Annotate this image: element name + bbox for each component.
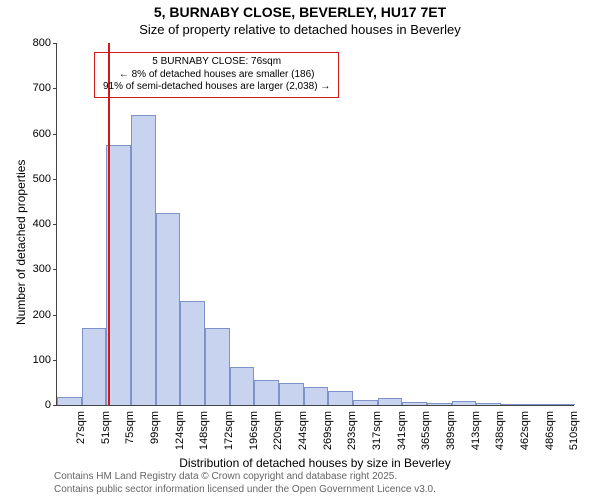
histogram-bar xyxy=(279,383,304,405)
chart-title: 5, BURNABY CLOSE, BEVERLEY, HU17 7ET xyxy=(0,4,600,20)
x-tick: 148sqm xyxy=(198,405,210,450)
x-tick: 27sqm xyxy=(75,405,87,444)
histogram-bar xyxy=(230,367,255,405)
x-tick: 244sqm xyxy=(297,405,309,450)
plot-area: 010020030040050060070080027sqm51sqm75sqm… xyxy=(56,44,574,406)
x-tick: 293sqm xyxy=(346,405,358,450)
x-tick: 220sqm xyxy=(272,405,284,450)
x-tick: 341sqm xyxy=(396,405,408,450)
y-tick: 0 xyxy=(45,399,57,411)
histogram-bar xyxy=(131,115,156,405)
x-tick: 317sqm xyxy=(371,405,383,450)
histogram-bar xyxy=(180,301,205,405)
x-tick: 389sqm xyxy=(445,405,457,450)
chart-container: 5, BURNABY CLOSE, BEVERLEY, HU17 7ET Siz… xyxy=(0,0,600,500)
y-tick: 600 xyxy=(33,128,57,140)
y-tick: 800 xyxy=(33,37,57,49)
y-tick: 100 xyxy=(33,354,57,366)
x-tick: 438sqm xyxy=(494,405,506,450)
x-tick: 413sqm xyxy=(470,405,482,450)
x-tick: 269sqm xyxy=(322,405,334,450)
x-tick: 172sqm xyxy=(223,405,235,450)
annotation-line: 5 BURNABY CLOSE: 76sqm xyxy=(103,56,330,69)
histogram-bar xyxy=(378,398,403,405)
footer-attribution: Contains HM Land Registry data © Crown c… xyxy=(54,470,436,496)
y-tick: 500 xyxy=(33,173,57,185)
histogram-bar xyxy=(254,380,279,405)
x-tick: 99sqm xyxy=(149,405,161,444)
y-axis-label: Number of detached properties xyxy=(14,160,28,325)
footer-line-2: Contains public sector information licen… xyxy=(54,483,436,496)
y-tick: 400 xyxy=(33,218,57,230)
x-tick: 124sqm xyxy=(174,405,186,450)
x-tick: 462sqm xyxy=(519,405,531,450)
histogram-bar xyxy=(106,145,131,405)
x-axis-label: Distribution of detached houses by size … xyxy=(56,456,574,470)
x-tick: 75sqm xyxy=(124,405,136,444)
histogram-bar xyxy=(304,387,329,405)
footer-line-1: Contains HM Land Registry data © Crown c… xyxy=(54,470,436,483)
chart-subtitle: Size of property relative to detached ho… xyxy=(0,22,600,37)
histogram-bar xyxy=(57,397,82,405)
histogram-bar xyxy=(205,328,230,405)
x-tick: 486sqm xyxy=(544,405,556,450)
annotation-line: ← 8% of detached houses are smaller (186… xyxy=(103,69,330,82)
y-tick: 700 xyxy=(33,82,57,94)
x-tick: 51sqm xyxy=(100,405,112,444)
y-tick: 300 xyxy=(33,263,57,275)
x-tick: 510sqm xyxy=(568,405,580,450)
y-tick: 200 xyxy=(33,309,57,321)
histogram-bar xyxy=(328,391,353,405)
x-tick: 365sqm xyxy=(420,405,432,450)
histogram-bar xyxy=(156,213,181,405)
annotation-box: 5 BURNABY CLOSE: 76sqm← 8% of detached h… xyxy=(94,52,339,98)
x-tick: 196sqm xyxy=(248,405,260,450)
annotation-line: 91% of semi-detached houses are larger (… xyxy=(103,81,330,94)
histogram-bar xyxy=(82,328,107,405)
